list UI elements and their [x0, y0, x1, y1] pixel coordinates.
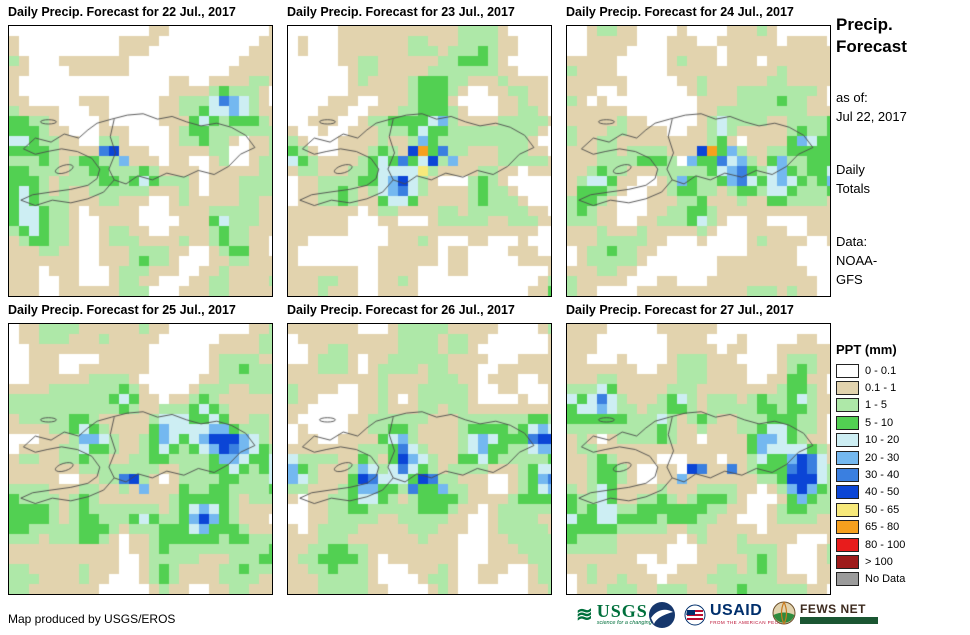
usaid-logo-text: USAID	[710, 602, 763, 619]
legend-item: 40 - 50	[836, 484, 905, 501]
legend-label: 0.1 - 1	[865, 382, 897, 395]
data-source-label: Data:	[836, 234, 868, 249]
data-source-line1: NOAA-	[836, 253, 878, 268]
sidebar-title-line1: Precip.	[836, 15, 893, 34]
legend-swatch	[836, 398, 859, 413]
usgs-wave-icon: ≋	[576, 603, 593, 626]
legend-swatch	[836, 468, 859, 483]
panel-title: Daily Precip. Forecast for 25 Jul., 2017	[8, 303, 236, 317]
legend-item: 65 - 80	[836, 519, 905, 536]
legend-item: 1 - 5	[836, 397, 905, 414]
sidebar-title-line2: Forecast	[836, 37, 907, 56]
credit-text: Map produced by USGS/EROS	[8, 612, 176, 626]
precip-map	[8, 25, 273, 297]
data-source-line2: GFS	[836, 272, 863, 287]
legend-label: 20 - 30	[865, 451, 900, 464]
totals-block: Daily Totals	[836, 160, 870, 198]
legend-label: > 100	[865, 555, 893, 568]
data-source-block: Data: NOAA- GFS	[836, 232, 877, 289]
panel-title: Daily Precip. Forecast for 27 Jul., 2017	[566, 303, 794, 317]
forecast-panel: Daily Precip. Forecast for 27 Jul., 2017	[566, 303, 831, 595]
legend-item: 10 - 20	[836, 432, 905, 449]
legend-item: No Data	[836, 571, 905, 588]
legend-item: 5 - 10	[836, 414, 905, 431]
forecast-panel: Daily Precip. Forecast for 23 Jul., 2017	[287, 5, 552, 297]
noaa-logo	[648, 601, 676, 629]
precip-map	[287, 25, 552, 297]
noaa-seal-icon	[649, 602, 675, 628]
legend-item: 50 - 65	[836, 501, 905, 518]
forecast-panel: Daily Precip. Forecast for 22 Jul., 2017	[8, 5, 273, 297]
legend-label: 10 - 20	[865, 434, 900, 447]
sidebar-title: Precip. Forecast	[836, 14, 907, 58]
legend-label: 0 - 0.1	[865, 364, 897, 377]
fewsnet-globe-icon	[772, 601, 796, 625]
legend: 0 - 0.1 0.1 - 1 1 - 5 5 - 10 10 - 20 20 …	[836, 362, 905, 588]
totals-line2: Totals	[836, 181, 870, 196]
usaid-tagline: FROM THE AMERICAN PEOPLE	[710, 620, 789, 625]
panel-title: Daily Precip. Forecast for 26 Jul., 2017	[287, 303, 515, 317]
legend-item: 0 - 0.1	[836, 362, 905, 379]
as-of-block: as of: Jul 22, 2017	[836, 88, 907, 126]
forecast-panel: Daily Precip. Forecast for 25 Jul., 2017	[8, 303, 273, 595]
panel-title: Daily Precip. Forecast for 23 Jul., 2017	[287, 5, 515, 19]
legend-label: 1 - 5	[865, 399, 888, 412]
legend-label: 5 - 10	[865, 416, 894, 429]
forecast-panel: Daily Precip. Forecast for 26 Jul., 2017	[287, 303, 552, 595]
precip-map	[287, 323, 552, 595]
as-of-label: as of:	[836, 90, 868, 105]
usgs-tagline: science for a changing world	[596, 620, 667, 626]
legend-label: 65 - 80	[865, 521, 900, 534]
usaid-logo: USAID FROM THE AMERICAN PEOPLE	[684, 603, 788, 626]
legend-label: 40 - 50	[865, 486, 900, 499]
legend-swatch	[836, 381, 859, 396]
legend-swatch	[836, 363, 859, 378]
legend-sidebar: Precip. Forecast as of: Jul 22, 2017 Dai…	[836, 0, 966, 600]
legend-swatch	[836, 450, 859, 465]
legend-item: 20 - 30	[836, 449, 905, 466]
legend-swatch	[836, 537, 859, 552]
legend-title: PPT (mm)	[836, 342, 897, 357]
precip-map	[8, 323, 273, 595]
legend-swatch	[836, 502, 859, 517]
legend-swatch	[836, 572, 859, 587]
precip-map	[566, 25, 831, 297]
precip-map	[566, 323, 831, 595]
legend-item: > 100	[836, 553, 905, 570]
panel-title: Daily Precip. Forecast for 22 Jul., 2017	[8, 5, 236, 19]
legend-label: 50 - 65	[865, 503, 900, 516]
totals-line1: Daily	[836, 162, 865, 177]
legend-swatch	[836, 415, 859, 430]
legend-item: 80 - 100	[836, 536, 905, 553]
usaid-seal-icon	[684, 604, 706, 625]
usgs-logo: ≋ USGS science for a changing world	[576, 602, 666, 627]
legend-item: 0.1 - 1	[836, 379, 905, 396]
fewsnet-logo: FEWS NET	[772, 601, 878, 625]
fewsnet-banner	[800, 616, 878, 624]
legend-label: No Data	[865, 573, 906, 586]
legend-swatch	[836, 485, 859, 500]
legend-label: 80 - 100	[865, 538, 906, 551]
legend-label: 30 - 40	[865, 469, 900, 482]
forecast-panel: Daily Precip. Forecast for 24 Jul., 2017	[566, 5, 831, 297]
fewsnet-logo-text: FEWS NET	[800, 601, 866, 616]
legend-swatch	[836, 554, 859, 569]
legend-swatch	[836, 520, 859, 535]
legend-swatch	[836, 433, 859, 448]
as-of-date: Jul 22, 2017	[836, 109, 907, 124]
usgs-logo-text: USGS	[596, 601, 648, 621]
panel-title: Daily Precip. Forecast for 24 Jul., 2017	[566, 5, 794, 19]
legend-item: 30 - 40	[836, 466, 905, 483]
